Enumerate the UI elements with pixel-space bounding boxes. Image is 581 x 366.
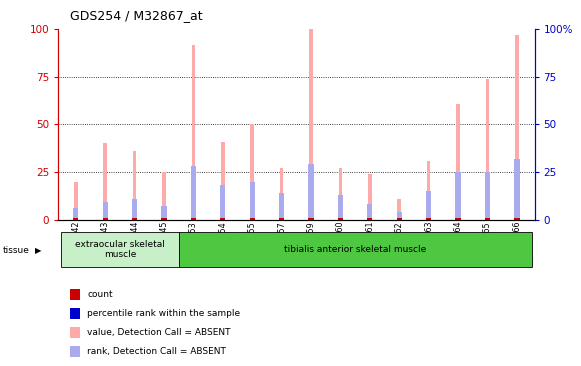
Bar bbox=[397, 212, 402, 220]
Text: percentile rank within the sample: percentile rank within the sample bbox=[87, 309, 241, 318]
Bar bbox=[426, 191, 431, 220]
Text: extraocular skeletal
muscle: extraocular skeletal muscle bbox=[75, 240, 165, 259]
Bar bbox=[220, 218, 225, 220]
Bar bbox=[162, 172, 166, 220]
Bar bbox=[397, 199, 401, 220]
Bar bbox=[192, 45, 195, 220]
Bar bbox=[309, 29, 313, 220]
Bar bbox=[132, 218, 137, 220]
Bar bbox=[338, 195, 343, 220]
Bar bbox=[368, 174, 372, 220]
Bar bbox=[338, 218, 343, 220]
Text: rank, Detection Call = ABSENT: rank, Detection Call = ABSENT bbox=[87, 347, 226, 356]
Bar bbox=[514, 159, 519, 220]
Bar bbox=[73, 218, 78, 220]
Bar bbox=[133, 151, 137, 220]
Bar bbox=[486, 79, 489, 220]
Text: GDS254 / M32867_at: GDS254 / M32867_at bbox=[70, 9, 202, 22]
Bar bbox=[309, 218, 314, 220]
FancyBboxPatch shape bbox=[61, 232, 179, 268]
Bar bbox=[427, 161, 431, 220]
Text: tibialis anterior skeletal muscle: tibialis anterior skeletal muscle bbox=[284, 245, 426, 254]
Bar bbox=[74, 182, 77, 220]
Bar bbox=[485, 218, 490, 220]
Bar bbox=[514, 218, 519, 220]
Bar bbox=[162, 218, 167, 220]
Bar bbox=[73, 208, 78, 220]
Bar bbox=[279, 193, 284, 220]
Text: ▶: ▶ bbox=[35, 246, 41, 255]
Bar bbox=[280, 168, 284, 220]
Bar bbox=[102, 218, 108, 220]
Text: tissue: tissue bbox=[3, 246, 30, 255]
Bar bbox=[367, 218, 372, 220]
Bar bbox=[339, 168, 342, 220]
Bar bbox=[250, 182, 255, 220]
Bar bbox=[103, 143, 107, 220]
Bar bbox=[162, 206, 167, 220]
Bar bbox=[456, 218, 461, 220]
Bar bbox=[456, 104, 460, 220]
Bar bbox=[397, 218, 402, 220]
Bar bbox=[485, 172, 490, 220]
Bar bbox=[191, 218, 196, 220]
Bar bbox=[102, 202, 108, 220]
Bar bbox=[132, 199, 137, 220]
Bar bbox=[221, 142, 224, 220]
Text: value, Detection Call = ABSENT: value, Detection Call = ABSENT bbox=[87, 328, 231, 337]
Bar bbox=[250, 124, 254, 220]
Bar bbox=[367, 204, 372, 220]
Bar bbox=[515, 35, 519, 220]
Bar bbox=[220, 185, 225, 220]
Bar bbox=[456, 172, 461, 220]
Bar bbox=[250, 218, 255, 220]
FancyBboxPatch shape bbox=[179, 232, 532, 268]
Text: count: count bbox=[87, 290, 113, 299]
Bar bbox=[279, 218, 284, 220]
Bar bbox=[309, 164, 314, 220]
Bar bbox=[426, 218, 431, 220]
Bar bbox=[191, 166, 196, 220]
